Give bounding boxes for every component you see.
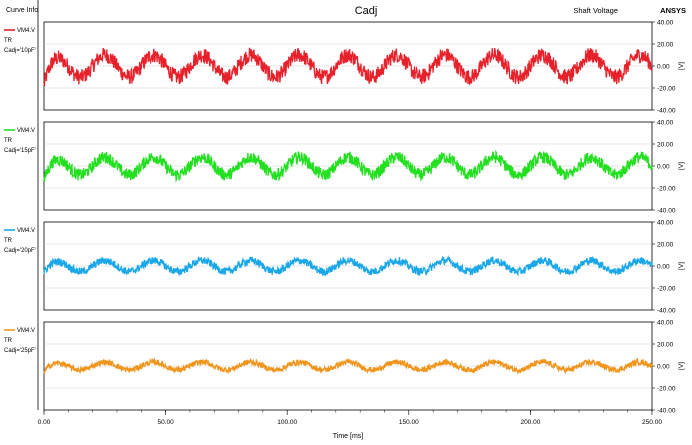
x-axis: 0.00 50.00 100.00 150.00 200.00 250.00 [38,410,662,426]
chart-title: Cadj [355,5,378,17]
brand-logo: ANSYS [660,6,686,15]
y-tick-label: -40.00 [657,408,676,415]
legend-setup: TR [4,38,13,44]
x-tick-label: 0.00 [38,419,51,426]
series-line-3 [43,254,653,277]
y-tick-label: 20.00 [657,342,674,349]
y-axis-unit: [V] [678,262,685,270]
y-axis-unit: [V] [678,362,685,370]
y-tick-label: 0.00 [657,364,670,371]
panel-1: 40.00 20.00 0.00 -20.00 -40.00 [V] VM4.V TR Cadj… [4,20,685,115]
legend-series-name: VM4.V [17,128,35,134]
x-tick-label: 50.00 [157,419,174,426]
series-line-4 [43,357,653,375]
y-tick-label: 40.00 [657,20,674,27]
y-tick-label: 40.00 [657,220,674,227]
y-tick-label: -20.00 [657,386,676,393]
panel-4: 40.00 20.00 0.00 -20.00 -40.00 [V] VM4.V TR Cadj… [4,320,685,415]
panel-3: 40.00 20.00 0.00 -20.00 -40.00 [V] VM4.V TR Cadj… [4,220,685,315]
x-tick-label: 250.00 [642,419,662,426]
legend-param: Cadj='15pF' [4,148,36,154]
series-line-2 [43,149,653,183]
x-tick-label: 200.00 [520,419,540,426]
y-tick-label: -40.00 [657,208,676,215]
legend-param: Cadj='25pF' [4,348,36,354]
y-tick-label: -20.00 [657,286,676,293]
x-tick-label: 150.00 [399,419,419,426]
y-tick-label: -20.00 [657,86,676,93]
y-tick-label: -40.00 [657,108,676,115]
legend-setup: TR [4,138,13,144]
legend-setup: TR [4,238,13,244]
legend-series-name: VM4.V [17,328,35,334]
y-tick-label: -40.00 [657,308,676,315]
legend-param: Cadj='20pF' [4,248,36,254]
panel-2: 40.00 20.00 0.00 -20.00 -40.00 [V] VM4.V TR Cadj… [4,120,685,215]
y-tick-label: 20.00 [657,142,674,149]
legend-param: Cadj='10pF' [4,48,36,54]
y-tick-label: -20.00 [657,186,676,193]
y-tick-label: 0.00 [657,264,670,271]
y-axis-unit: [V] [678,162,685,170]
y-tick-label: 40.00 [657,320,674,327]
series-line-1 [43,47,653,87]
plot-name: Shaft Voltage [573,6,618,15]
y-tick-label: 0.00 [657,164,670,171]
y-tick-label: 0.00 [657,64,670,71]
legend-series-name: VM4.V [17,28,35,34]
y-tick-label: 20.00 [657,242,674,249]
y-tick-label: 40.00 [657,120,674,127]
panels: 40.00 20.00 0.00 -20.00 -40.00 [V] VM4.V TR Cadj… [4,20,685,415]
legend-series-name: VM4.V [17,228,35,234]
x-axis-label: Time [ms] [333,433,364,440]
legend-setup: TR [4,338,13,344]
x-tick-label: 100.00 [277,419,297,426]
y-tick-label: 20.00 [657,42,674,49]
y-axis-unit: [V] [678,62,685,70]
curve-info-label: Curve Info [6,7,38,14]
